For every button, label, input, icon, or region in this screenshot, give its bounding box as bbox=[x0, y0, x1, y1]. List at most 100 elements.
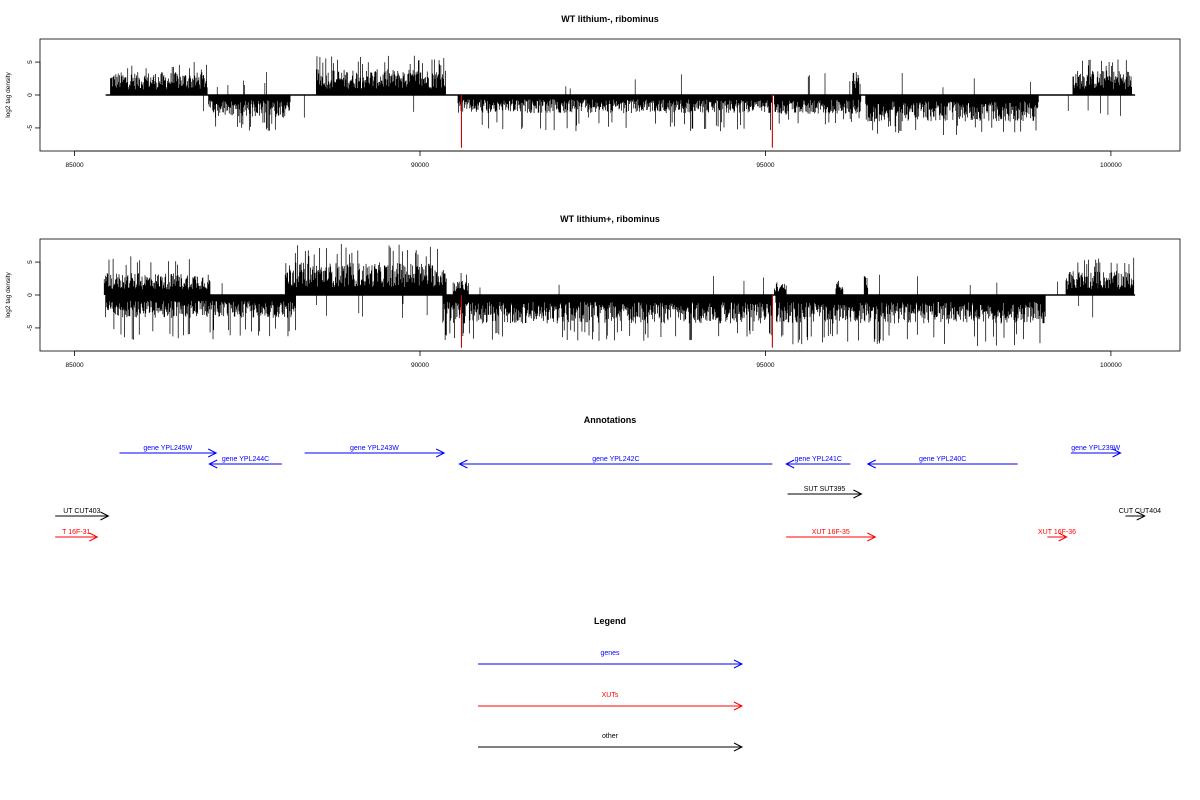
reverse-coverage-region bbox=[208, 95, 291, 131]
feature-arrowhead bbox=[867, 532, 877, 542]
feature-arrowhead bbox=[458, 459, 468, 469]
reverse-coverage-region bbox=[457, 95, 773, 132]
x-tick-label: 95000 bbox=[756, 162, 774, 169]
feature-label: T 16F-31 bbox=[62, 529, 90, 536]
forward-coverage-region bbox=[284, 243, 447, 295]
forward-coverage-region bbox=[315, 55, 446, 95]
coverage-bars bbox=[457, 95, 773, 132]
coverage-bars bbox=[180, 274, 1116, 318]
feature-arrowhead bbox=[1112, 448, 1122, 458]
feature-arrowhead bbox=[866, 459, 876, 469]
forward-coverage-region bbox=[1065, 257, 1135, 295]
y-tick-label: 5 bbox=[27, 260, 34, 264]
feature-arrowhead bbox=[1058, 532, 1068, 542]
coverage-bars bbox=[807, 75, 810, 95]
y-tick-label: 5 bbox=[27, 60, 34, 64]
reverse-coverage-region bbox=[865, 95, 1039, 135]
coverage-bars bbox=[103, 256, 211, 295]
legend-label: genes bbox=[600, 650, 620, 657]
annotation-feature: gene YPL241C bbox=[785, 456, 851, 469]
sparse-coverage bbox=[180, 274, 1116, 318]
annotation-feature: gene YPL242C bbox=[458, 456, 773, 469]
coverage-bars bbox=[105, 295, 297, 340]
coverage-bars bbox=[774, 95, 862, 125]
legend-arrowhead bbox=[733, 659, 744, 669]
x-tick-label: 95000 bbox=[756, 362, 774, 369]
panel-title: WT lithium-, ribominus bbox=[561, 14, 659, 24]
coverage-bars bbox=[203, 71, 1121, 118]
annotation-feature: SUT SUT395 bbox=[787, 486, 863, 499]
coverage-bars bbox=[1072, 59, 1133, 95]
forward-coverage-region bbox=[807, 75, 810, 95]
annotation-feature: gene YPL244C bbox=[208, 456, 282, 469]
y-tick-label: 0 bbox=[27, 293, 34, 297]
feature-label: CUT CUT404 bbox=[1119, 508, 1161, 515]
feature-label: gene YPL244C bbox=[222, 456, 269, 463]
coverage-marks bbox=[105, 55, 1136, 148]
coverage-bars bbox=[835, 280, 844, 295]
panel-title: WT lithium+, ribominus bbox=[560, 214, 660, 224]
legend-item: genes bbox=[478, 650, 744, 669]
annotation-feature: XUT 16F-36 bbox=[1038, 529, 1076, 542]
forward-coverage-region bbox=[835, 280, 844, 295]
feature-label: UT CUT403 bbox=[63, 508, 100, 515]
feature-arrowhead bbox=[785, 459, 795, 469]
legend: Legend genes XUTs other bbox=[478, 616, 744, 752]
x-tick-label: 100000 bbox=[1100, 362, 1122, 369]
coverage-bars bbox=[775, 295, 1046, 346]
axes: 85000 90000 95000 100000 -5 0 5 bbox=[27, 60, 1122, 169]
legend-arrowhead bbox=[733, 701, 744, 711]
coverage-bars bbox=[1065, 257, 1135, 295]
x-tick-label: 90000 bbox=[411, 162, 429, 169]
coverage-bars bbox=[452, 272, 469, 295]
x-tick-label: 85000 bbox=[66, 362, 84, 369]
feature-label: XUT 16F-36 bbox=[1038, 529, 1076, 536]
y-tick-label: 0 bbox=[27, 93, 34, 97]
legend-label: XUTs bbox=[602, 692, 619, 699]
sparse-coverage bbox=[203, 71, 1121, 118]
legend-item: other bbox=[478, 733, 744, 752]
feature-label: gene YPL245W bbox=[143, 445, 192, 452]
annotations-title: Annotations bbox=[584, 415, 637, 425]
coverage-bars bbox=[865, 95, 1039, 135]
x-tick-label: 90000 bbox=[411, 362, 429, 369]
coverage-panel-lithium-plus: WT lithium+, ribominus log2 tag density … bbox=[5, 214, 1181, 369]
y-tick-label: -5 bbox=[27, 125, 34, 131]
reverse-coverage-region bbox=[774, 95, 862, 125]
feature-label: gene YPL242C bbox=[592, 456, 639, 463]
annotation-feature: CUT CUT404 bbox=[1119, 508, 1161, 521]
coverage-marks bbox=[103, 243, 1136, 348]
coverage-bars bbox=[863, 276, 869, 295]
annotation-feature: gene YPL240C bbox=[866, 456, 1018, 469]
coverage-bars bbox=[852, 72, 860, 95]
feature-arrowhead bbox=[208, 459, 218, 469]
feature-arrowhead bbox=[89, 532, 99, 542]
coverage-bars bbox=[110, 62, 208, 95]
feature-arrowhead bbox=[100, 511, 110, 521]
annotations-track: Annotations gene YPL245W gene YPL244C gene… bbox=[55, 415, 1161, 542]
annotation-feature: gene YPL239W bbox=[1070, 445, 1122, 458]
feature-label: gene YPL240C bbox=[919, 456, 966, 463]
annotation-feature: UT CUT403 bbox=[55, 508, 110, 521]
annotation-feature: gene YPL245W bbox=[119, 445, 218, 458]
coverage-panel-lithium-minus: WT lithium-, ribominus log2 tag density … bbox=[5, 14, 1181, 169]
forward-coverage-region bbox=[110, 62, 208, 95]
axes: 85000 90000 95000 100000 -5 0 5 bbox=[27, 260, 1122, 369]
forward-coverage-region bbox=[1072, 59, 1133, 95]
coverage-bars bbox=[442, 295, 773, 341]
feature-label: gene YPL243W bbox=[350, 445, 399, 452]
forward-coverage-region bbox=[863, 276, 869, 295]
coverage-bars bbox=[315, 55, 446, 95]
feature-label: XUT 16F-35 bbox=[812, 529, 850, 536]
legend-item: XUTs bbox=[478, 692, 744, 711]
forward-coverage-region bbox=[103, 256, 211, 295]
feature-arrowhead bbox=[1136, 511, 1146, 521]
forward-coverage-region bbox=[774, 282, 787, 295]
x-tick-label: 100000 bbox=[1100, 162, 1122, 169]
coverage-bars bbox=[208, 95, 291, 131]
feature-arrowhead bbox=[853, 489, 863, 499]
annotation-feature: XUT 16F-35 bbox=[786, 529, 877, 542]
annotation-feature: T 16F-31 bbox=[55, 529, 99, 542]
feature-arrowhead bbox=[207, 448, 218, 458]
